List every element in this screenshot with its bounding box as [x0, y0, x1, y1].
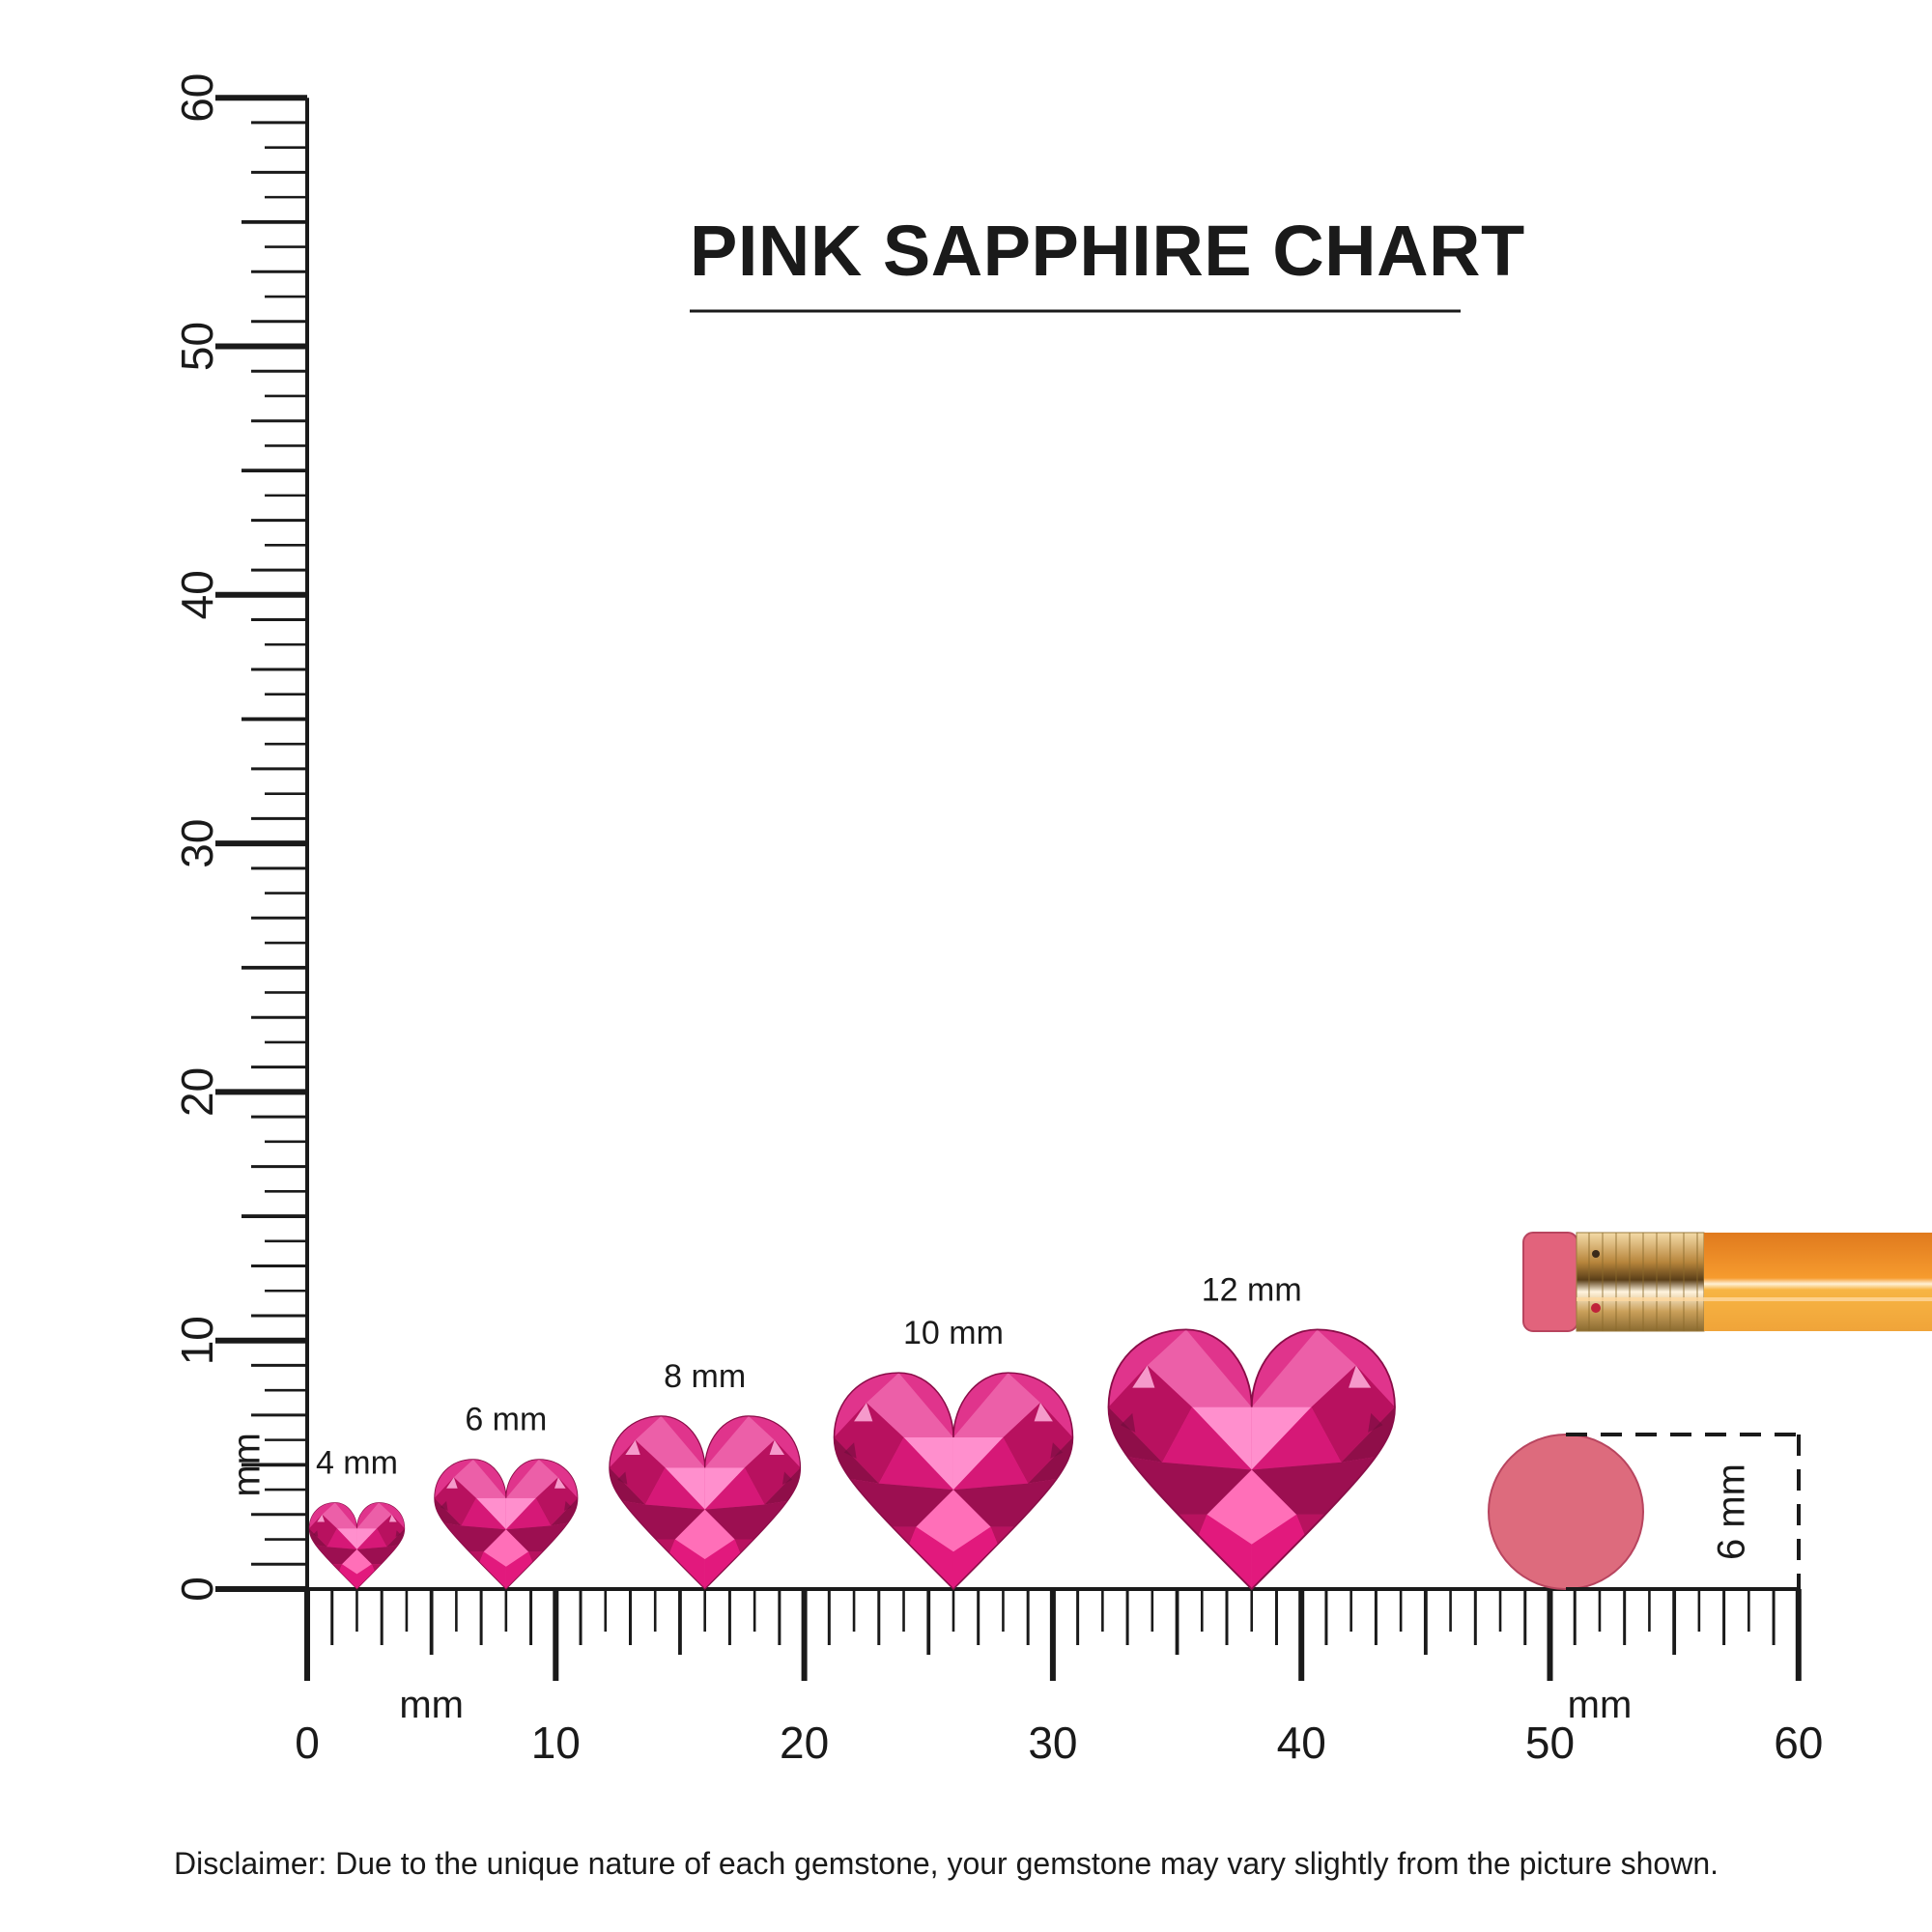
svg-text:6 mm: 6 mm [1711, 1463, 1753, 1560]
svg-text:10 mm: 10 mm [903, 1315, 1004, 1351]
svg-text:PINK SAPPHIRE CHART: PINK SAPPHIRE CHART [690, 211, 1525, 291]
svg-text:10: 10 [531, 1718, 581, 1768]
svg-text:60: 60 [172, 73, 222, 123]
svg-text:10: 10 [172, 1316, 222, 1365]
svg-text:12 mm: 12 mm [1202, 1271, 1302, 1308]
svg-text:20: 20 [172, 1067, 222, 1117]
svg-text:30: 30 [172, 819, 222, 868]
svg-text:0: 0 [172, 1577, 222, 1602]
svg-text:40: 40 [1277, 1718, 1326, 1768]
svg-text:6 mm: 6 mm [465, 1402, 547, 1438]
svg-text:40: 40 [172, 570, 222, 619]
svg-text:4 mm: 4 mm [316, 1444, 398, 1481]
svg-text:mm: mm [399, 1684, 464, 1726]
svg-text:Disclaimer: Due to the unique: Disclaimer: Due to the unique nature of … [174, 1846, 1719, 1881]
svg-text:20: 20 [780, 1718, 829, 1768]
svg-text:30: 30 [1028, 1718, 1077, 1768]
svg-text:50: 50 [172, 322, 222, 371]
svg-text:mm: mm [1568, 1684, 1633, 1726]
svg-text:60: 60 [1774, 1718, 1823, 1768]
svg-text:mm: mm [226, 1433, 269, 1497]
svg-text:0: 0 [295, 1718, 320, 1768]
svg-text:8 mm: 8 mm [664, 1358, 746, 1395]
